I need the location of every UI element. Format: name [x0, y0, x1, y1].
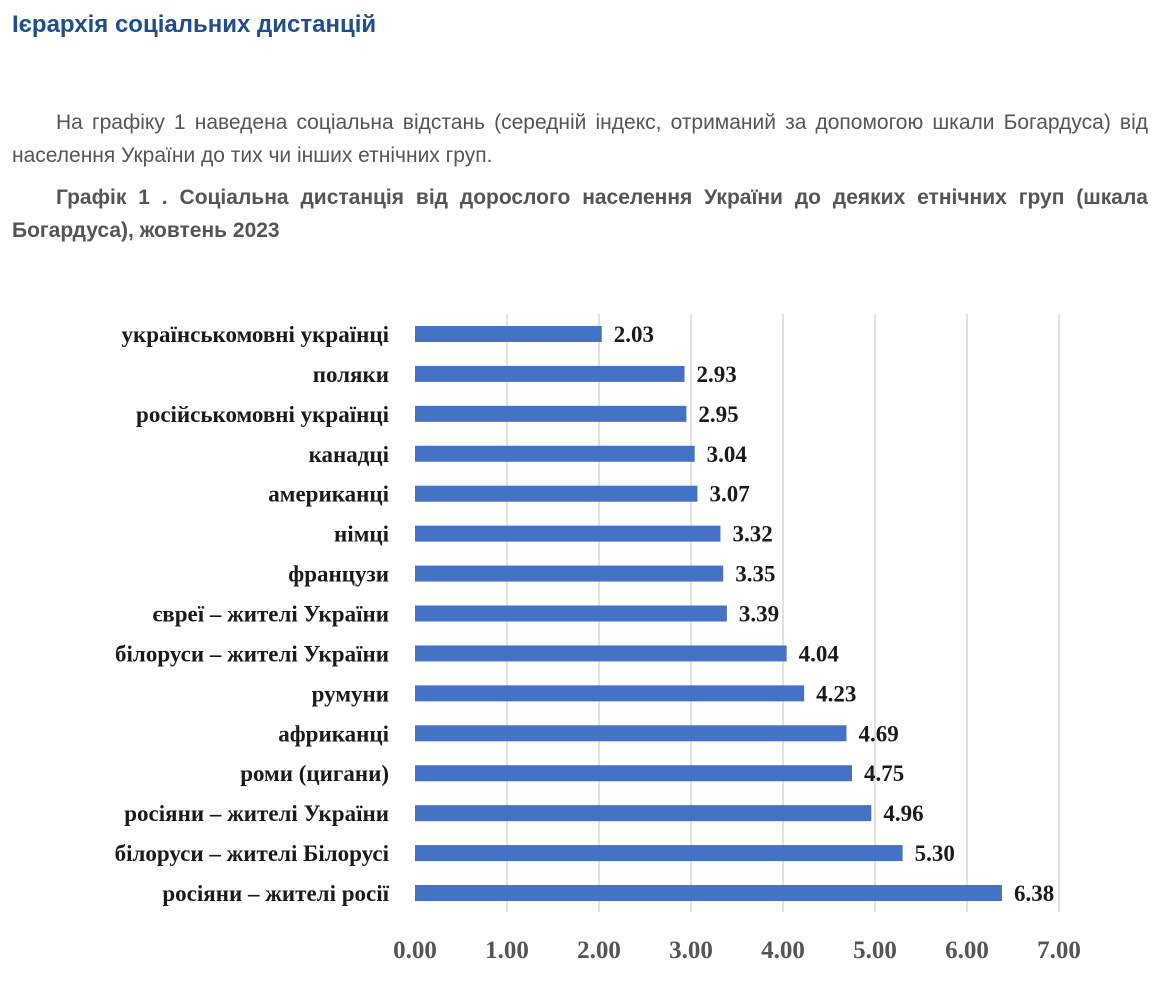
x-tick-label: 0.00: [393, 937, 437, 964]
x-tick-label: 1.00: [485, 937, 529, 964]
value-label: 4.04: [799, 641, 840, 666]
value-labels: 2.03 2.93 2.95 3.04 3.07 3.32 3.35 3.39 4.04 4.23…: [614, 322, 1054, 906]
category-label: роми (цигани): [240, 761, 389, 786]
x-tick-label: 5.00: [853, 937, 897, 964]
value-label: 4.23: [816, 681, 856, 706]
value-label: 3.35: [735, 562, 775, 587]
value-label: 3.04: [707, 442, 748, 467]
bar: [415, 445, 695, 462]
category-label: поляки: [313, 362, 389, 387]
bar: [415, 485, 698, 502]
category-label: російськомовні українці: [136, 402, 390, 427]
x-tick-label: 3.00: [669, 937, 713, 964]
bar: [415, 685, 805, 702]
section-title: Ієрархія соціальних дистанцій: [12, 11, 377, 38]
bar: [415, 845, 903, 862]
x-axis-ticks: 0.00 1.00 2.00 3.00 4.00 5.00 6.00 7.00: [393, 937, 1081, 964]
value-label: 2.93: [697, 362, 737, 387]
category-labels: українськомовні українці поляки російськом…: [115, 322, 390, 906]
bar: [415, 525, 721, 542]
bar: [415, 805, 872, 822]
bar: [415, 565, 724, 582]
category-label: німці: [334, 522, 390, 547]
value-label: 4.75: [864, 761, 904, 786]
category-label: американці: [268, 482, 389, 507]
category-label: білоруси – жителі Білорусі: [115, 841, 390, 866]
category-label: румуни: [312, 681, 389, 706]
value-label: 3.39: [739, 602, 779, 627]
x-tick-label: 6.00: [945, 937, 989, 964]
bar: [415, 645, 787, 662]
x-tick-label: 2.00: [577, 937, 621, 964]
category-label: білоруси – жителі України: [115, 641, 389, 666]
bar: [415, 405, 687, 422]
category-label: африканці: [278, 721, 389, 746]
bar: [415, 725, 847, 742]
value-label: 4.69: [858, 721, 898, 746]
category-label: французи: [288, 562, 389, 587]
value-label: 3.07: [709, 482, 749, 507]
category-label: росіяни – жителі України: [124, 801, 389, 826]
category-label: євреї – жителі України: [152, 602, 389, 627]
bar: [415, 365, 685, 382]
value-label: 5.30: [915, 841, 955, 866]
intro-paragraph: На графіку 1 наведена соціальна відстань…: [12, 111, 1148, 167]
bar: [415, 605, 727, 622]
value-label: 3.32: [732, 522, 772, 547]
value-label: 6.38: [1014, 881, 1054, 906]
value-label: 2.03: [614, 322, 654, 347]
x-tick-label: 4.00: [761, 937, 805, 964]
bars: [415, 326, 1002, 902]
value-label: 4.96: [883, 801, 923, 826]
x-tick-label: 7.00: [1037, 937, 1081, 964]
value-label: 2.95: [698, 402, 738, 427]
bar: [415, 326, 602, 342]
bar: [415, 885, 1002, 902]
category-label: українськомовні українці: [122, 322, 390, 347]
chart-caption: Графік 1 . Соціальна дистанція від дорос…: [12, 186, 1148, 242]
category-label: росіяни – жителі росії: [162, 881, 389, 906]
category-label: канадці: [309, 442, 390, 467]
bar: [415, 765, 852, 782]
